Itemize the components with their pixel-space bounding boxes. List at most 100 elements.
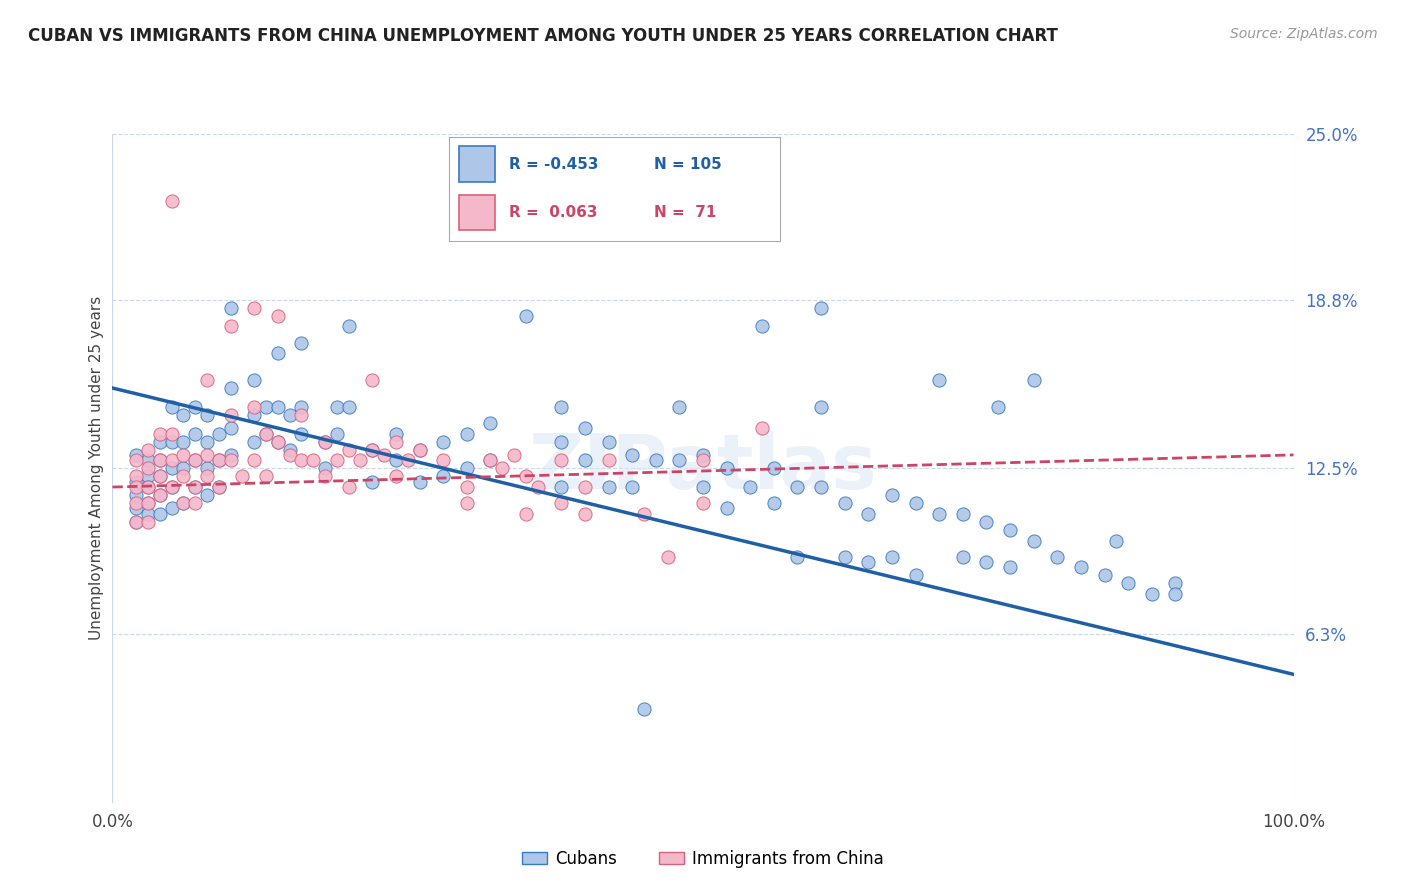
Point <box>692 480 714 494</box>
Point <box>149 426 172 441</box>
Point <box>172 448 194 462</box>
Point <box>598 434 620 449</box>
Point <box>491 461 513 475</box>
Point <box>136 515 159 529</box>
Point <box>172 408 194 422</box>
Point <box>361 442 384 457</box>
Point <box>337 319 360 334</box>
Point <box>184 426 207 441</box>
Point <box>195 434 218 449</box>
Point <box>692 448 714 462</box>
Point <box>195 408 218 422</box>
Point <box>621 448 644 462</box>
Point <box>550 480 572 494</box>
Point <box>503 448 526 462</box>
Point <box>550 496 572 510</box>
Point <box>125 515 148 529</box>
Point <box>195 373 218 387</box>
Point <box>149 469 172 483</box>
Point <box>290 453 312 467</box>
Point <box>1105 533 1128 548</box>
Point <box>290 426 312 441</box>
Point <box>125 515 148 529</box>
Point <box>125 501 148 516</box>
Point <box>136 461 159 475</box>
Point <box>1022 373 1045 387</box>
Y-axis label: Unemployment Among Youth under 25 years: Unemployment Among Youth under 25 years <box>89 296 104 640</box>
Point <box>361 373 384 387</box>
Point <box>361 475 384 489</box>
Point <box>1022 533 1045 548</box>
Point <box>136 480 159 494</box>
Point <box>479 453 502 467</box>
Point <box>432 453 454 467</box>
Point <box>337 480 360 494</box>
Point <box>432 469 454 483</box>
Point <box>1164 576 1187 591</box>
Point <box>786 480 808 494</box>
Point <box>326 400 349 414</box>
Point <box>195 488 218 502</box>
Point <box>125 488 148 502</box>
Point <box>149 469 172 483</box>
Point <box>456 461 478 475</box>
Point <box>657 549 679 564</box>
Point <box>149 453 172 467</box>
Point <box>314 434 336 449</box>
Point <box>136 507 159 521</box>
Point <box>136 453 159 467</box>
Point <box>231 469 253 483</box>
Point <box>526 480 548 494</box>
Point <box>762 496 785 510</box>
Point <box>1164 587 1187 601</box>
Point <box>880 488 903 502</box>
Point <box>621 480 644 494</box>
Point <box>633 702 655 716</box>
Point <box>184 453 207 467</box>
Point <box>668 453 690 467</box>
Point <box>125 453 148 467</box>
Point <box>432 434 454 449</box>
Point <box>976 515 998 529</box>
Point <box>149 453 172 467</box>
Point <box>290 408 312 422</box>
Point <box>208 453 231 467</box>
Point <box>136 496 159 510</box>
Point <box>219 381 242 395</box>
Point <box>136 469 159 483</box>
Point <box>243 434 266 449</box>
Point <box>267 434 290 449</box>
Point <box>184 400 207 414</box>
Point <box>172 434 194 449</box>
Point <box>160 434 183 449</box>
Point <box>314 461 336 475</box>
Point <box>385 434 408 449</box>
Point <box>456 480 478 494</box>
Point <box>385 453 408 467</box>
Point <box>326 426 349 441</box>
Point <box>1094 568 1116 582</box>
Point <box>751 421 773 435</box>
Point <box>751 319 773 334</box>
Point <box>243 408 266 422</box>
Point <box>136 480 159 494</box>
Point <box>550 453 572 467</box>
Point <box>219 319 242 334</box>
Text: ZIPatlas: ZIPatlas <box>529 432 877 505</box>
Text: CUBAN VS IMMIGRANTS FROM CHINA UNEMPLOYMENT AMONG YOUTH UNDER 25 YEARS CORRELATI: CUBAN VS IMMIGRANTS FROM CHINA UNEMPLOYM… <box>28 27 1057 45</box>
Point <box>834 496 856 510</box>
Point <box>136 496 159 510</box>
Point <box>254 426 277 441</box>
Point <box>219 448 242 462</box>
Point <box>208 480 231 494</box>
Point <box>1116 576 1139 591</box>
Point <box>267 400 290 414</box>
Point <box>160 480 183 494</box>
Point <box>208 426 231 441</box>
Point <box>515 507 537 521</box>
Point <box>904 496 927 510</box>
Point <box>668 400 690 414</box>
Point <box>408 475 430 489</box>
Point <box>598 480 620 494</box>
Point <box>396 453 419 467</box>
